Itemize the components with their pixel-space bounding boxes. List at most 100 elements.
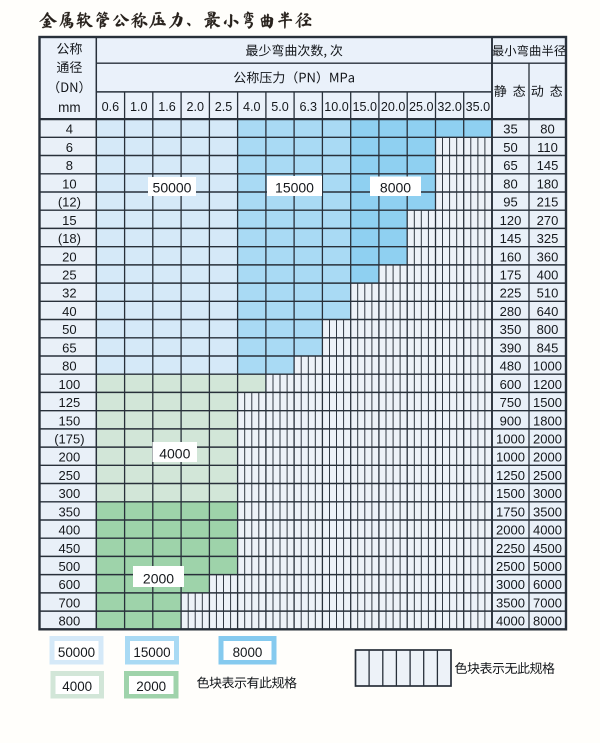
svg-text:640: 640: [537, 304, 559, 319]
svg-text:32: 32: [62, 286, 76, 301]
svg-text:325: 325: [537, 231, 559, 246]
svg-text:65: 65: [503, 158, 517, 173]
svg-text:mm: mm: [58, 100, 81, 115]
svg-text:1.0: 1.0: [130, 100, 148, 114]
svg-text:0.6: 0.6: [102, 100, 120, 114]
svg-text:15: 15: [62, 213, 76, 228]
svg-text:10: 10: [62, 176, 76, 191]
svg-text:120: 120: [500, 213, 522, 228]
svg-text:400: 400: [537, 268, 559, 283]
svg-text:50000: 50000: [58, 645, 95, 660]
svg-text:2000: 2000: [143, 571, 174, 587]
svg-text:8000: 8000: [533, 614, 562, 629]
svg-text:145: 145: [537, 158, 559, 173]
svg-text:20: 20: [62, 249, 76, 264]
svg-text:600: 600: [59, 577, 81, 592]
svg-text:8000: 8000: [380, 180, 411, 196]
svg-text:80: 80: [540, 122, 554, 137]
svg-text:250: 250: [59, 468, 81, 483]
svg-text:280: 280: [500, 304, 522, 319]
svg-text:2500: 2500: [533, 468, 562, 483]
svg-text:390: 390: [500, 340, 522, 355]
svg-text:225: 225: [500, 286, 522, 301]
svg-text:360: 360: [537, 249, 559, 264]
svg-text:4.0: 4.0: [243, 100, 261, 114]
svg-text:845: 845: [537, 340, 559, 355]
svg-text:2000: 2000: [136, 679, 166, 694]
svg-text:50000: 50000: [153, 180, 192, 196]
svg-text:25.0: 25.0: [409, 100, 434, 114]
svg-text:10.0: 10.0: [324, 100, 349, 114]
svg-text:1000: 1000: [496, 450, 525, 465]
svg-text:(175): (175): [54, 432, 84, 447]
svg-text:(12): (12): [58, 195, 81, 210]
svg-text:4000: 4000: [159, 446, 190, 462]
svg-text:350: 350: [59, 504, 81, 519]
svg-text:110: 110: [537, 140, 558, 155]
svg-text:3500: 3500: [496, 596, 525, 611]
svg-text:100: 100: [59, 377, 81, 392]
svg-text:215: 215: [537, 195, 559, 210]
svg-text:25: 25: [62, 268, 76, 283]
svg-text:80: 80: [503, 176, 517, 191]
svg-text:2.5: 2.5: [215, 100, 233, 114]
svg-text:750: 750: [500, 395, 522, 410]
svg-text:6: 6: [66, 140, 73, 155]
svg-text:4: 4: [66, 122, 73, 137]
svg-text:32.0: 32.0: [437, 100, 462, 114]
svg-text:6.3: 6.3: [300, 100, 318, 114]
svg-text:1500: 1500: [533, 395, 562, 410]
svg-text:6000: 6000: [533, 577, 562, 592]
svg-text:40: 40: [62, 304, 76, 319]
svg-text:50: 50: [62, 322, 76, 337]
svg-text:150: 150: [59, 413, 81, 428]
svg-text:450: 450: [59, 541, 81, 556]
svg-text:160: 160: [500, 249, 522, 264]
svg-text:(18): (18): [58, 231, 81, 246]
svg-text:270: 270: [537, 213, 559, 228]
svg-text:350: 350: [500, 322, 522, 337]
svg-text:125: 125: [59, 395, 81, 410]
svg-text:900: 900: [500, 413, 522, 428]
svg-text:20.0: 20.0: [381, 100, 406, 114]
svg-text:600: 600: [500, 377, 522, 392]
svg-text:5000: 5000: [533, 559, 562, 574]
svg-text:8000: 8000: [233, 645, 263, 660]
svg-text:4500: 4500: [533, 541, 562, 556]
svg-text:8: 8: [66, 158, 73, 173]
svg-text:15.0: 15.0: [353, 100, 378, 114]
svg-text:800: 800: [537, 322, 559, 337]
svg-text:500: 500: [59, 559, 81, 574]
svg-text:1200: 1200: [533, 377, 562, 392]
svg-text:1000: 1000: [533, 359, 562, 374]
svg-text:2000: 2000: [533, 432, 562, 447]
svg-text:80: 80: [62, 359, 76, 374]
svg-text:1750: 1750: [496, 504, 525, 519]
svg-text:300: 300: [59, 486, 81, 501]
svg-text:50: 50: [503, 140, 517, 155]
svg-text:2000: 2000: [496, 523, 525, 538]
svg-text:35: 35: [503, 122, 517, 137]
svg-text:3000: 3000: [496, 577, 525, 592]
svg-text:65: 65: [62, 340, 76, 355]
svg-text:2500: 2500: [496, 559, 525, 574]
svg-text:400: 400: [59, 523, 81, 538]
svg-text:3000: 3000: [533, 486, 562, 501]
svg-text:1500: 1500: [496, 486, 525, 501]
svg-text:15000: 15000: [275, 180, 314, 196]
svg-text:15000: 15000: [133, 645, 170, 660]
svg-text:95: 95: [503, 195, 517, 210]
svg-text:2000: 2000: [533, 450, 562, 465]
svg-text:800: 800: [59, 614, 81, 629]
svg-text:1250: 1250: [496, 468, 525, 483]
svg-text:180: 180: [537, 176, 559, 191]
svg-text:700: 700: [59, 596, 81, 611]
svg-text:175: 175: [500, 268, 522, 283]
svg-text:200: 200: [59, 450, 81, 465]
svg-text:1800: 1800: [533, 413, 562, 428]
svg-text:4000: 4000: [62, 679, 92, 694]
svg-text:7000: 7000: [533, 596, 562, 611]
svg-text:2250: 2250: [496, 541, 525, 556]
svg-text:4000: 4000: [533, 523, 562, 538]
svg-text:1000: 1000: [496, 432, 525, 447]
